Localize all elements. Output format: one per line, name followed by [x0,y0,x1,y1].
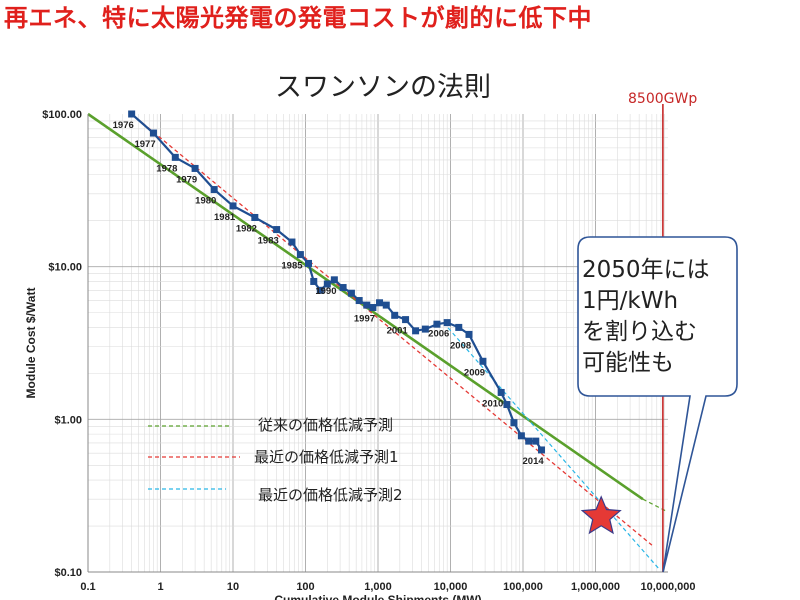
data-point [455,323,463,331]
y-tick-label: $0.10 [54,567,82,579]
x-axis-title: Cumulative Module Shipments (MW) [274,593,481,600]
data-point [128,110,136,118]
data-point [171,153,179,161]
x-tick-label: 0.1 [80,581,95,593]
y-tick-label: $100.00 [42,109,82,121]
data-point [497,388,505,396]
x-tick-label: 1,000 [364,581,392,593]
chart-text: Module Cost $/Watt Cumulative Module Ship… [24,72,491,600]
slide-headline: 再エネ、特に太陽光発電の発電コストが劇的に低下中 [4,4,592,32]
year-label: 1976 [113,120,134,131]
chart-axes: 0.1 1 10 100 1,000 10,000 100,000 1,000,000 10,0… [42,109,695,593]
data-point [412,327,420,335]
data-point [273,226,281,234]
year-label: 1990 [315,286,336,297]
callout-bubble [577,236,738,573]
x-tick-label: 1 [157,581,163,593]
data-point [210,186,218,194]
year-label: 1980 [195,196,216,207]
data-point [391,311,399,319]
x-tick-label: 10,000 [434,581,468,593]
data-point [421,325,429,333]
year-label: 1977 [134,139,155,150]
year-label: 1997 [354,314,375,325]
capacity-marker-label: 8500GWp [628,91,697,107]
y-axis-title: Module Cost $/Watt [24,288,38,399]
year-label: 1978 [156,163,177,174]
year-label: 2008 [450,340,471,351]
trend-line-recent2 [443,322,660,570]
year-label: 1985 [281,261,303,272]
data-point [503,401,511,409]
data-point [363,301,371,309]
data-point [532,437,540,445]
year-label: 2009 [464,367,485,378]
legend [148,425,240,490]
data-point [355,297,363,305]
star-group [580,495,622,535]
y-tick-label: $10.00 [48,262,82,274]
legend-label-recent2: 最近の価格低減予測2 [258,486,403,504]
data-point [465,330,473,338]
x-tick-label: 1,000,000 [571,581,620,593]
year-label: 1983 [258,236,279,247]
legend-label-recent1: 最近の価格低減予測1 [254,448,399,466]
year-label: 2010 [482,398,503,409]
data-point [316,286,324,294]
y-tick-label: $1.00 [54,414,82,426]
data-point [376,299,384,307]
data-point [330,276,338,284]
data-point [229,202,237,210]
data-point [191,164,199,172]
data-point [402,316,410,324]
data-point [288,238,296,246]
callout-line: を割り込む [582,319,697,345]
year-label: 1981 [214,212,236,223]
trend-line-recent1 [131,113,653,546]
year-label: 1982 [236,223,257,234]
data-point [369,304,377,312]
callout-line: 可能性も [582,350,674,376]
data-point [538,446,546,454]
callout-line: 2050年には [582,257,710,283]
data-point [525,437,533,445]
data-point [251,213,259,221]
data-point [323,280,331,288]
star-marker [580,495,622,535]
data-point [510,419,518,427]
callout-text: 2050年には 1円/kWh を割り込む 可能性も [582,255,732,379]
x-tick-label: 100 [296,581,314,593]
year-label: 1979 [176,174,197,185]
data-point [443,319,451,327]
data-point [305,259,313,267]
data-point [149,129,157,137]
callout-line: 1円/kWh [582,288,679,314]
callout-group [577,236,738,573]
data-point [517,432,525,440]
data-point [479,357,487,365]
x-tick-label: 10,000,000 [640,581,695,593]
legend-label-traditional: 従来の価格低減予測 [258,416,394,434]
year-label: 2014 [523,456,545,467]
data-point [310,277,318,285]
x-tick-label: 10 [227,581,239,593]
chart-grid [87,114,668,573]
data-point [433,320,441,328]
data-point [382,301,390,309]
data-point [347,289,355,297]
year-label: 2001 [387,326,409,337]
year-label: 2006 [428,329,449,340]
data-point [339,284,347,292]
chart-title: スワンソンの法則 [275,72,491,103]
data-point [296,251,304,259]
x-tick-label: 100,000 [503,581,543,593]
